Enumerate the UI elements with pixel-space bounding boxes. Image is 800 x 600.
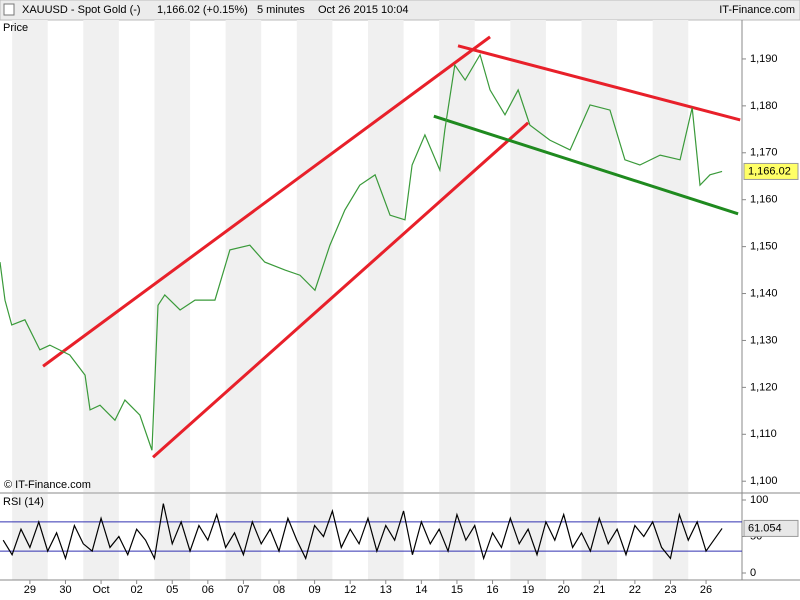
y-tick-label: 1,190 — [750, 53, 778, 65]
y-tick-label: 1,120 — [750, 381, 778, 393]
day-band — [510, 20, 546, 492]
series-line — [2, 503, 723, 561]
brand: IT-Finance.com — [719, 4, 795, 16]
x-tick-label: 08 — [273, 584, 285, 596]
day-band — [581, 494, 618, 580]
x-tick-label: 14 — [415, 584, 427, 596]
day-band — [296, 494, 333, 580]
day-band — [367, 20, 404, 492]
x-tick-label: 23 — [664, 584, 676, 596]
y-tick-label: 1,150 — [750, 241, 778, 253]
x-tick-label: 12 — [344, 584, 356, 596]
y-tick-label: 1,100 — [750, 475, 778, 487]
trend-line — [152, 121, 530, 459]
panel-label: Price — [3, 22, 28, 34]
y-tick-label: 1,160 — [750, 194, 778, 206]
symbol: XAUUSD - Spot Gold (-) — [22, 4, 141, 16]
y-tick-label: 100 — [750, 494, 768, 506]
x-tick-label: 06 — [202, 584, 214, 596]
y-tick-label: 1,170 — [750, 147, 778, 159]
timestamp: Oct 26 2015 10:04 — [318, 4, 409, 16]
y-tick-label: 1,180 — [750, 100, 778, 112]
x-tick-label: 29 — [24, 584, 36, 596]
panel-label: RSI (14) — [3, 496, 44, 508]
last-value-label: 1,166.02 — [748, 165, 791, 177]
day-band — [652, 494, 689, 580]
trend-line — [457, 44, 741, 122]
x-tick-label: 13 — [380, 584, 392, 596]
x-tick-label: 09 — [308, 584, 320, 596]
x-tick-label: 15 — [451, 584, 463, 596]
header-icon — [3, 3, 15, 16]
y-tick-label: 1,140 — [750, 287, 778, 299]
quote: 1,166.02 (+0.15%) — [157, 4, 248, 16]
x-tick-label: 05 — [166, 584, 178, 596]
day-band — [83, 20, 119, 492]
day-band — [296, 20, 333, 492]
day-band — [510, 494, 546, 580]
x-tick-label: 30 — [59, 584, 71, 596]
x-tick-label: 07 — [237, 584, 249, 596]
day-band — [439, 20, 475, 492]
x-tick-label: 21 — [593, 584, 605, 596]
series-line — [0, 53, 723, 451]
x-tick-label: 20 — [558, 584, 570, 596]
day-band — [12, 20, 48, 492]
day-band — [439, 494, 475, 580]
trend-line — [433, 114, 739, 216]
x-tick-label: 19 — [522, 584, 534, 596]
last-value-label: 61.054 — [748, 522, 782, 534]
last-value-box — [743, 162, 799, 180]
last-value-box — [743, 519, 799, 537]
x-tick-label: 26 — [700, 584, 712, 596]
day-band — [367, 494, 404, 580]
day-band — [225, 494, 262, 580]
interval: 5 minutes — [257, 4, 305, 16]
trend-line — [42, 35, 491, 368]
day-band — [154, 20, 191, 492]
day-band — [225, 20, 262, 492]
day-band — [154, 494, 191, 580]
day-band — [652, 20, 689, 492]
x-tick-label: 16 — [486, 584, 498, 596]
y-tick-label: 1,130 — [750, 334, 778, 346]
watermark: © IT-Finance.com — [4, 479, 91, 491]
day-band — [83, 494, 119, 580]
x-tick-label: 02 — [131, 584, 143, 596]
day-band — [581, 20, 618, 492]
y-tick-label: 1,110 — [750, 428, 777, 440]
y-tick-label: 0 — [750, 567, 756, 579]
x-tick-label: Oct — [93, 584, 110, 596]
x-tick-label: 22 — [629, 584, 641, 596]
